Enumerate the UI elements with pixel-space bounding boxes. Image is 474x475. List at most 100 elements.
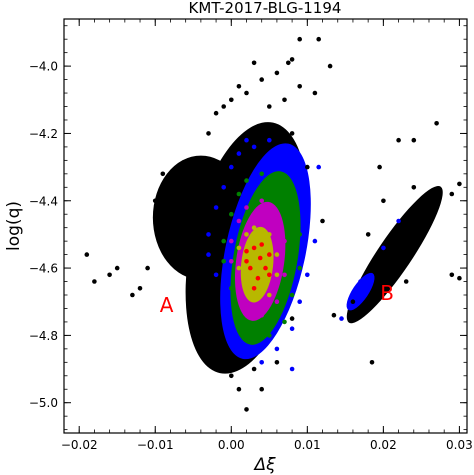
point-blue-17 xyxy=(244,346,249,352)
point-yellow-0 xyxy=(236,245,242,251)
point-yellow-5 xyxy=(274,272,280,278)
point-blue-20 xyxy=(213,272,219,278)
point-blue-18 xyxy=(229,326,234,332)
point-green-8 xyxy=(297,265,303,271)
point-black-9 xyxy=(206,131,211,136)
y-axis-label: log(q) xyxy=(4,201,24,251)
point-black-56 xyxy=(365,232,371,237)
y-tick-label: −4.6 xyxy=(29,262,58,276)
point-black-34 xyxy=(320,218,325,224)
point-magenta-7 xyxy=(274,299,280,305)
point-magenta-8 xyxy=(259,312,265,318)
point-magenta-6 xyxy=(282,272,287,278)
point-black-4 xyxy=(175,215,181,220)
point-black-53 xyxy=(457,275,462,281)
y-tick-label: −4.0 xyxy=(29,60,58,74)
point-black-63 xyxy=(411,185,417,190)
point-black-12 xyxy=(213,333,219,338)
point-green-3 xyxy=(244,178,249,183)
point-green-14 xyxy=(229,286,234,291)
point-green-0 xyxy=(221,238,226,244)
point-black-31 xyxy=(297,84,303,89)
point-black-60 xyxy=(331,312,337,318)
point-blue-8 xyxy=(282,158,287,163)
point-yellow-8 xyxy=(244,279,249,284)
point-green-10 xyxy=(282,319,287,325)
cloud-yellow xyxy=(240,226,274,303)
point-black-28 xyxy=(282,97,287,103)
point-black-58 xyxy=(403,279,409,284)
point-black-16 xyxy=(229,373,234,379)
chart-title: KMT-2017-BLG-1194 xyxy=(189,0,342,17)
point-yellow-3 xyxy=(267,232,272,237)
point-yellow-9 xyxy=(236,265,242,271)
point-black-21 xyxy=(251,60,257,66)
point-black-20 xyxy=(244,407,249,412)
point-black-7 xyxy=(198,164,204,170)
point-black-5 xyxy=(183,191,188,197)
point-green-9 xyxy=(289,292,295,298)
point-red-2 xyxy=(259,242,265,247)
point-black-32 xyxy=(305,164,310,170)
y-tick-label: −4.8 xyxy=(29,329,58,343)
point-red-3 xyxy=(267,252,272,257)
point-black-52 xyxy=(457,181,462,187)
point-blue-10 xyxy=(305,211,310,217)
point-black-8 xyxy=(198,279,204,284)
point-black-18 xyxy=(236,386,242,392)
point-black-33 xyxy=(312,90,318,96)
point-black-47 xyxy=(396,137,401,143)
point-black-42 xyxy=(289,57,295,62)
point-red-8 xyxy=(257,255,263,261)
point-black-24 xyxy=(259,386,265,392)
axis-ticks: −0.02 −0.01 0.00 0.01 0.02 0.03 −5.0 −4.8 −4.6 −4… xyxy=(29,19,473,452)
point-black-49 xyxy=(434,121,439,126)
point-blue-2 xyxy=(221,185,226,190)
point-black-37 xyxy=(92,279,97,284)
point-red-10 xyxy=(267,272,272,278)
point-magenta-9 xyxy=(244,299,249,305)
point-black-38 xyxy=(107,272,112,278)
point-black-23 xyxy=(259,77,265,82)
point-blue-4 xyxy=(236,151,242,156)
point-blue-5 xyxy=(244,137,249,143)
point-black-39 xyxy=(130,292,135,298)
x-tick-label: 0.03 xyxy=(446,438,473,452)
point-black-19 xyxy=(244,90,249,96)
point-blue-21 xyxy=(206,252,211,257)
region-label-a: A xyxy=(160,293,174,317)
x-tick-label: −0.01 xyxy=(137,438,174,452)
point-black-59 xyxy=(350,299,356,305)
point-black-55 xyxy=(369,360,375,365)
point-magenta-10 xyxy=(236,279,242,284)
x-tick-label: 0.01 xyxy=(294,438,321,452)
point-black-0 xyxy=(145,265,150,271)
point-blue-19 xyxy=(221,299,226,305)
point-red-5 xyxy=(255,275,261,281)
point-green-4 xyxy=(259,171,265,177)
point-red-6 xyxy=(248,265,253,271)
point-blue-13 xyxy=(297,299,303,305)
x-tick-label: 0.00 xyxy=(218,438,245,452)
point-green-2 xyxy=(236,191,242,197)
point-red-1 xyxy=(251,245,257,251)
point-blue-11 xyxy=(312,238,318,244)
point-black-22 xyxy=(251,366,257,372)
y-tick-label: −4.2 xyxy=(29,127,58,141)
point-magenta-0 xyxy=(229,238,234,244)
point-blue-22 xyxy=(316,164,322,170)
point-yellow-4 xyxy=(274,252,280,257)
point-black-35 xyxy=(327,63,333,69)
point-black-48 xyxy=(411,137,417,143)
point-blue-15 xyxy=(274,346,280,352)
point-black-25 xyxy=(267,104,272,109)
point-red-7 xyxy=(244,259,249,264)
point-black-54 xyxy=(449,272,455,278)
point-green-5 xyxy=(274,185,280,190)
point-black-15 xyxy=(229,97,234,103)
point-black-61 xyxy=(381,198,386,204)
point-blue-0 xyxy=(206,232,211,237)
point-blue-12 xyxy=(305,272,310,278)
point-blue-16 xyxy=(259,360,265,365)
